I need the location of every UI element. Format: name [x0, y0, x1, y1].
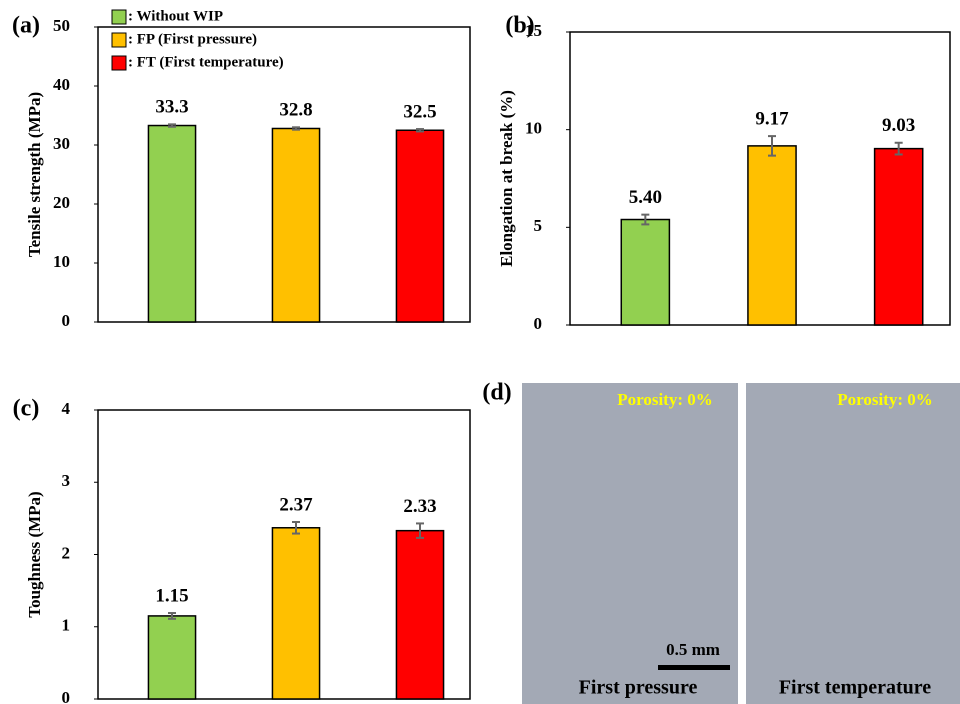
image-caption: First pressure	[579, 677, 698, 699]
panel-label: (d)	[482, 380, 511, 406]
data-label: 5.40	[629, 187, 662, 208]
image-caption: First temperature	[779, 677, 931, 699]
y-tick-label: 15	[525, 21, 542, 40]
y-tick-label: 10	[53, 252, 70, 271]
data-label: 1.15	[155, 585, 188, 606]
bar	[272, 128, 319, 322]
y-tick-label: 0	[534, 314, 543, 333]
porosity-label: Porosity: 0%	[837, 390, 933, 409]
bar	[621, 220, 669, 325]
y-tick-label: 20	[53, 193, 70, 212]
legend-label: : FT (First temperature)	[128, 54, 284, 70]
data-label: 2.37	[279, 494, 313, 515]
legend-swatch	[112, 56, 126, 70]
legend-label: : FP (First pressure)	[128, 31, 257, 47]
y-tick-label: 10	[525, 119, 542, 138]
bar	[148, 126, 195, 322]
y-axis-label: Elongation at break (%)	[497, 90, 516, 267]
data-label: 2.33	[403, 496, 436, 517]
bar	[875, 149, 923, 325]
y-tick-label: 3	[62, 471, 71, 490]
y-tick-label: 50	[53, 16, 70, 35]
y-tick-label: 2	[62, 543, 71, 562]
image-divider	[738, 383, 746, 704]
data-label: 32.8	[279, 100, 312, 121]
porosity-label: Porosity: 0%	[617, 390, 713, 409]
y-tick-label: 0	[62, 688, 71, 704]
panel-label: (a)	[12, 13, 40, 39]
bar	[396, 130, 443, 322]
legend-label: : Without WIP	[128, 8, 223, 24]
y-tick-label: 4	[62, 399, 71, 418]
data-label: 33.3	[155, 97, 188, 118]
bar	[748, 146, 796, 325]
legend-swatch	[112, 33, 126, 47]
y-axis-label: Toughness (MPa)	[25, 491, 44, 617]
y-tick-label: 40	[53, 75, 70, 94]
bar	[396, 531, 443, 699]
y-tick-label: 0	[62, 311, 71, 330]
panel-d: (d) Porosity: 0% Porosity: 0% 0.5 mm Fir…	[482, 380, 960, 704]
panel-label: (c)	[13, 396, 40, 422]
bar	[272, 528, 319, 699]
y-axis-label: Tensile strength (MPa)	[25, 92, 44, 257]
y-tick-label: 1	[62, 616, 71, 635]
data-label: 32.5	[403, 101, 436, 122]
legend-swatch	[112, 10, 126, 24]
y-tick-label: 5	[534, 216, 543, 235]
y-tick-label: 30	[53, 134, 70, 153]
figure: (d) Porosity: 0% Porosity: 0% 0.5 mm Fir…	[0, 0, 960, 704]
data-label: 9.03	[882, 115, 915, 136]
bar	[148, 616, 195, 699]
scale-bar	[658, 665, 730, 670]
data-label: 9.17	[755, 108, 789, 129]
scale-bar-label: 0.5 mm	[666, 640, 720, 659]
